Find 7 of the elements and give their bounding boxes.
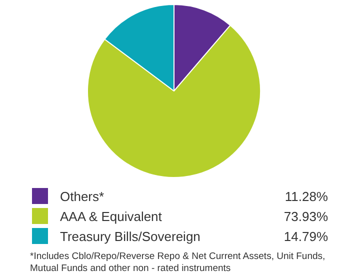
data-label: 73.93% — [284, 208, 328, 224]
data-label: 11.28% — [284, 188, 328, 204]
legend-label: Treasury Bills/Sovereign — [60, 228, 202, 244]
text: *Includes Cblo/Repo/Reverse Repo & Net Current Assets, Unit Funds, Mutual Funds and other non - rated instruments — [29, 250, 326, 275]
legend-label: AAA & Equivalent — [60, 208, 163, 224]
legend-label: Others* — [60, 188, 106, 204]
data-label: 14.79% — [284, 228, 328, 244]
